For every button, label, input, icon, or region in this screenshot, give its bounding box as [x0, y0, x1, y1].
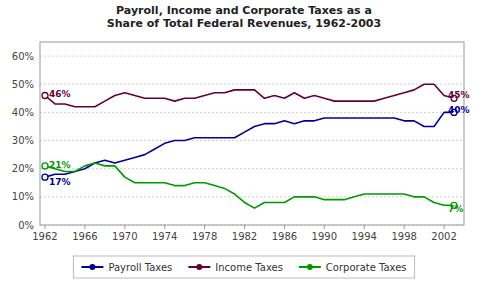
y-tick-label: 0% — [18, 220, 34, 231]
legend-item: Corporate Taxes — [299, 262, 407, 273]
y-tick-label: 10% — [12, 191, 34, 202]
plot-frame — [40, 42, 464, 225]
title-line: Share of Total Federal Revenues, 1962-20… — [107, 17, 381, 30]
annotation: 45% — [448, 90, 470, 100]
x-tick — [244, 225, 245, 229]
x-tick — [204, 225, 205, 229]
x-tick — [404, 225, 405, 229]
y-tick-label: 30% — [12, 135, 34, 146]
grid-line — [40, 168, 464, 169]
x-tick-label: 1998 — [391, 231, 416, 242]
annotation: 21% — [49, 160, 71, 170]
grid-line — [40, 140, 464, 141]
x-tick-label: 1994 — [352, 231, 377, 242]
series-group — [42, 84, 457, 208]
annotation: 40% — [448, 105, 470, 115]
grid-line — [40, 112, 464, 113]
grid-line — [40, 56, 464, 57]
legend-label: Income Taxes — [215, 262, 283, 273]
x-tick — [324, 225, 325, 229]
legend-item: Payroll Taxes — [81, 262, 172, 273]
x-tick — [164, 225, 165, 229]
x-tick — [84, 225, 85, 229]
x-tick-label: 1982 — [232, 231, 257, 242]
x-tick — [124, 225, 125, 229]
annotation: 7% — [448, 204, 463, 214]
annotation: 17% — [49, 177, 71, 187]
legend: Payroll Taxes Income Taxes Corporate Taxes — [73, 256, 414, 278]
legend-swatch-marker — [89, 264, 95, 270]
x-tick — [364, 225, 365, 229]
chart: Payroll, Income and Corporate Taxes as a… — [0, 0, 488, 287]
x-tick — [44, 225, 45, 229]
x-tick-label: 1990 — [312, 231, 337, 242]
endpoint-marker — [42, 174, 48, 180]
legend-swatch-marker — [307, 264, 313, 270]
grid-line — [40, 84, 464, 85]
x-tick-label: 1970 — [112, 231, 137, 242]
legend-label: Payroll Taxes — [108, 262, 172, 273]
grid — [40, 56, 464, 225]
series-line — [45, 84, 454, 107]
annotation: 46% — [49, 89, 71, 99]
y-tick-label: 60% — [12, 51, 34, 62]
x-tick-label: 1962 — [32, 231, 57, 242]
x-tick-label: 1966 — [72, 231, 97, 242]
x-tick — [444, 225, 445, 229]
endpoint-marker — [42, 163, 48, 169]
x-tick — [284, 225, 285, 229]
x-tick-label: 1974 — [152, 231, 177, 242]
x-tick-label: 1978 — [192, 231, 217, 242]
y-tick-label: 40% — [12, 107, 34, 118]
x-tick-label: 1986 — [272, 231, 297, 242]
y-tick-label: 20% — [12, 163, 34, 174]
legend-item: Income Taxes — [188, 262, 283, 273]
legend-label: Corporate Taxes — [326, 262, 407, 273]
title-line: Payroll, Income and Corporate Taxes as a — [116, 4, 372, 17]
title: Payroll, Income and Corporate Taxes as a… — [107, 4, 381, 30]
series-line — [45, 112, 454, 177]
endpoint-marker — [42, 92, 48, 98]
y-tick-label: 50% — [12, 79, 34, 90]
legend-box — [73, 256, 414, 278]
grid-line — [40, 196, 464, 197]
series-line — [45, 163, 454, 208]
legend-swatch-marker — [196, 264, 202, 270]
x-tick-label: 2002 — [431, 231, 456, 242]
